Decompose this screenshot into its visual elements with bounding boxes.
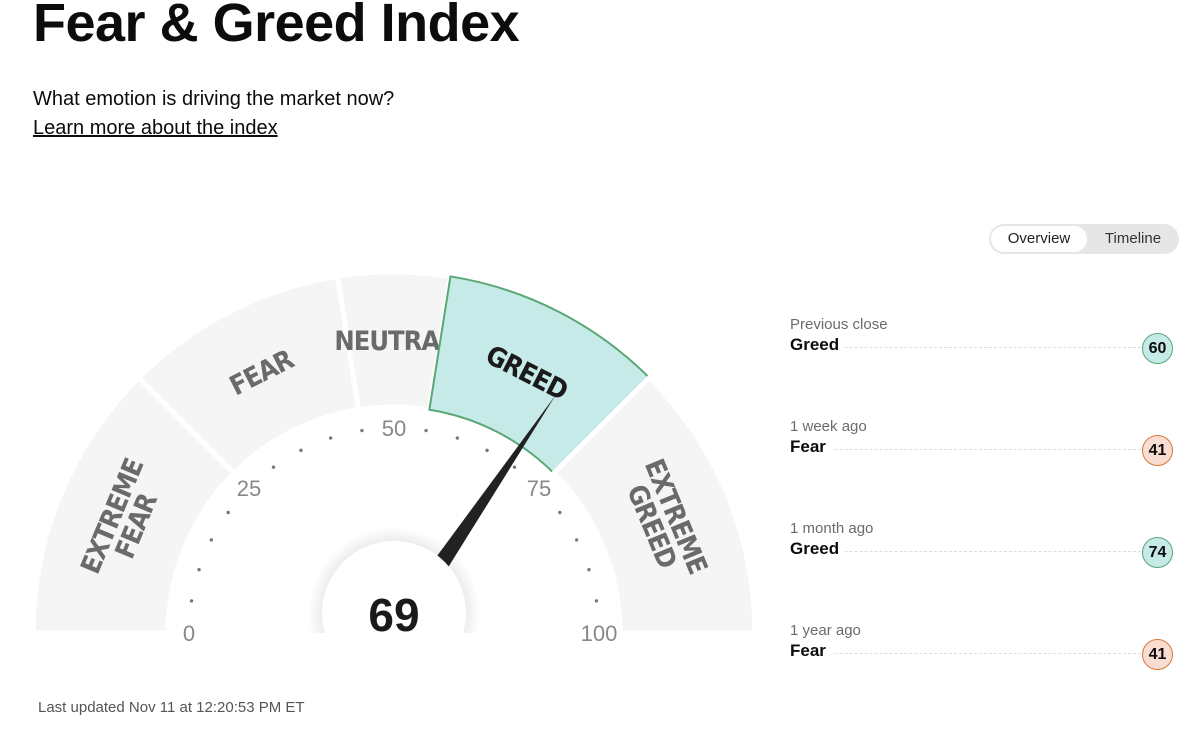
tick-label: 75 xyxy=(527,476,551,501)
timeline-tab[interactable]: Timeline xyxy=(1104,230,1162,247)
tick-dot xyxy=(189,599,194,603)
tick-dot xyxy=(424,428,428,433)
tick-label: 50 xyxy=(382,416,406,441)
history-period: Previous close xyxy=(790,316,888,333)
tick-dot xyxy=(558,510,562,515)
tick-dot xyxy=(226,510,230,515)
history-period: 1 year ago xyxy=(790,622,861,639)
gauge-segment-extreme-greed xyxy=(550,374,758,636)
gauge-needle xyxy=(432,394,556,572)
page-title: Fear & Greed Index xyxy=(33,0,520,53)
tick-dot xyxy=(455,436,460,440)
page-subtitle: What emotion is driving the market now? xyxy=(33,88,395,110)
history-item: 1 week ago Fear 41 xyxy=(790,418,1175,466)
tick-dot xyxy=(485,448,489,453)
gauge-value: 69 xyxy=(368,589,419,641)
tick-label: 0 xyxy=(183,621,195,646)
view-toggle: Overview Timeline xyxy=(989,224,1179,254)
tick-dot xyxy=(209,538,214,542)
history-rating: Fear xyxy=(790,437,832,457)
history-period: 1 week ago xyxy=(790,418,867,435)
history-item: 1 year ago Fear 41 xyxy=(790,622,1175,670)
tick-label: 100 xyxy=(581,621,618,646)
segment-label: NEUTRAL xyxy=(334,326,454,357)
history-value-badge: 41 xyxy=(1142,435,1173,466)
history-period: 1 month ago xyxy=(790,520,874,537)
tick-dot xyxy=(574,538,579,542)
tick-dot xyxy=(512,465,517,469)
history-rating: Fear xyxy=(790,641,832,661)
learn-more-link[interactable]: Learn more about the index xyxy=(33,117,278,139)
dotted-leader xyxy=(790,449,1141,450)
tick-dot xyxy=(360,428,364,433)
history-value-badge: 74 xyxy=(1142,537,1173,568)
tick-dot xyxy=(587,567,591,572)
dotted-leader xyxy=(790,551,1141,552)
tick-dot xyxy=(328,436,333,440)
tick-dot xyxy=(594,599,599,603)
tick-label: 25 xyxy=(237,476,261,501)
last-updated: Last updated Nov 11 at 12:20:53 PM ET xyxy=(38,699,305,716)
tick-dot xyxy=(197,567,201,572)
history-rating: Greed xyxy=(790,539,846,559)
dotted-leader xyxy=(790,653,1141,654)
dotted-leader xyxy=(790,347,1141,348)
tick-dot xyxy=(271,465,276,469)
history-value-badge: 60 xyxy=(1142,333,1173,364)
overview-tab[interactable]: Overview xyxy=(991,226,1087,252)
history-item: 1 month ago Greed 74 xyxy=(790,520,1175,568)
history-item: Previous close Greed 60 xyxy=(790,316,1175,364)
value-mask xyxy=(304,633,484,680)
tick-dot xyxy=(299,448,303,453)
history-rating: Greed xyxy=(790,335,846,355)
history-value-badge: 41 xyxy=(1142,639,1173,670)
